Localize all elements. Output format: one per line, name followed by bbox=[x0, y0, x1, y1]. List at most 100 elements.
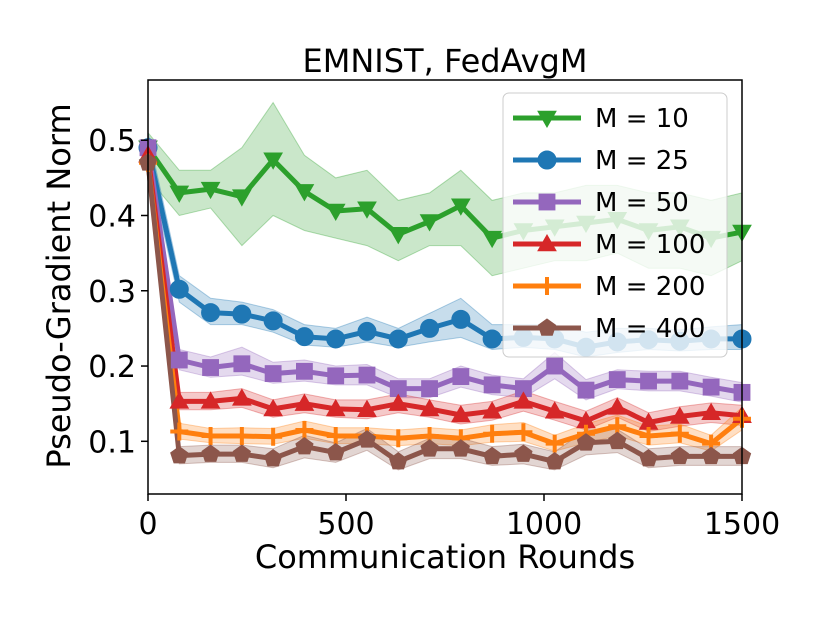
point-m-200 bbox=[545, 434, 564, 453]
point-m-50 bbox=[358, 366, 376, 384]
y-axis-ticks: 0.1 0.2 0.3 0.4 0.5 bbox=[88, 124, 148, 460]
point-m-100 bbox=[513, 391, 534, 409]
point-m-200 bbox=[232, 427, 251, 446]
point-m-400 bbox=[389, 451, 408, 470]
x-tick-label: 500 bbox=[317, 507, 374, 542]
point-m-100 bbox=[669, 406, 690, 424]
legend-label-m-25: M = 25 bbox=[595, 146, 689, 176]
point-m-25 bbox=[232, 304, 252, 324]
legend: M = 10 M = 25 M = 50 M = 100 M = 200 M = 400 bbox=[502, 92, 728, 358]
point-m-100 bbox=[294, 393, 315, 411]
point-m-100 bbox=[450, 404, 471, 423]
point-m-400 bbox=[326, 442, 345, 461]
point-m-100 bbox=[325, 398, 346, 417]
legend-marker-m-50 bbox=[538, 193, 556, 211]
point-m-50 bbox=[327, 367, 345, 385]
point-m-400 bbox=[232, 444, 251, 462]
point-m-50 bbox=[421, 380, 438, 398]
point-m-50 bbox=[546, 357, 564, 375]
point-m-400 bbox=[420, 439, 439, 457]
point-m-10 bbox=[357, 201, 377, 219]
legend-marker-m-100 bbox=[537, 233, 557, 252]
x-tick-label: 1500 bbox=[704, 507, 780, 542]
legend-marker-m-25 bbox=[537, 150, 557, 170]
point-m-10 bbox=[419, 214, 440, 232]
point-m-10 bbox=[482, 230, 502, 249]
legend-marker-m-200 bbox=[538, 277, 556, 295]
point-m-50 bbox=[671, 372, 689, 390]
point-m-400 bbox=[201, 444, 220, 462]
point-m-400 bbox=[295, 436, 314, 455]
point-m-50 bbox=[233, 355, 251, 373]
legend-marker-m-10 bbox=[537, 110, 557, 129]
point-m-100 bbox=[607, 397, 628, 415]
point-m-25 bbox=[201, 303, 221, 323]
point-m-50 bbox=[296, 362, 313, 380]
point-m-100 bbox=[701, 402, 721, 420]
point-m-10 bbox=[294, 184, 315, 202]
point-m-10 bbox=[263, 152, 283, 170]
point-m-400 bbox=[357, 430, 377, 448]
point-m-200 bbox=[295, 421, 314, 440]
point-m-200 bbox=[170, 422, 189, 441]
legend-label-m-50: M = 50 bbox=[595, 188, 689, 218]
point-m-100 bbox=[544, 401, 565, 419]
y-axis-label: Pseudo-Gradient Norm bbox=[40, 103, 78, 468]
point-m-10 bbox=[450, 198, 471, 216]
legend-label-m-400: M = 400 bbox=[595, 314, 705, 344]
point-m-10 bbox=[325, 203, 346, 221]
x-tick-label: 1000 bbox=[506, 507, 582, 542]
point-m-400 bbox=[576, 433, 596, 451]
point-m-50 bbox=[577, 381, 595, 399]
y-tick-label: 0.4 bbox=[88, 199, 136, 234]
point-m-10 bbox=[169, 185, 190, 203]
point-m-400 bbox=[702, 446, 721, 465]
point-m-400 bbox=[264, 448, 283, 467]
point-m-25 bbox=[263, 311, 283, 331]
point-m-10 bbox=[388, 227, 409, 245]
point-m-400 bbox=[451, 439, 470, 457]
point-m-10 bbox=[231, 189, 252, 207]
point-m-50 bbox=[608, 371, 626, 389]
x-tick-label: 0 bbox=[138, 507, 157, 542]
point-m-400 bbox=[670, 446, 689, 465]
point-m-50 bbox=[702, 378, 720, 396]
point-m-200 bbox=[326, 427, 345, 446]
point-m-200 bbox=[201, 427, 220, 446]
point-m-100 bbox=[231, 388, 252, 406]
legend-marker-m-400 bbox=[537, 318, 557, 336]
point-m-400 bbox=[545, 451, 564, 470]
point-m-200 bbox=[639, 427, 658, 446]
point-m-50 bbox=[483, 376, 501, 394]
point-m-100 bbox=[388, 393, 409, 411]
point-m-200 bbox=[514, 423, 533, 442]
point-m-100 bbox=[263, 398, 283, 417]
legend-label-m-100: M = 100 bbox=[595, 230, 705, 260]
plot-frame bbox=[147, 79, 743, 495]
point-m-25 bbox=[326, 329, 346, 349]
point-m-100 bbox=[200, 391, 221, 409]
point-m-25 bbox=[482, 329, 502, 349]
point-m-25 bbox=[357, 321, 377, 341]
point-m-200 bbox=[670, 424, 689, 443]
y-tick-label: 0.1 bbox=[88, 425, 136, 460]
point-m-10 bbox=[200, 181, 221, 200]
point-m-100 bbox=[169, 391, 190, 409]
chart-title: EMNIST, FedAvgM bbox=[303, 42, 588, 80]
point-m-200 bbox=[389, 429, 408, 448]
legend-label-m-10: M = 10 bbox=[595, 104, 689, 134]
y-tick-label: 0.5 bbox=[88, 124, 136, 159]
point-m-400 bbox=[608, 431, 627, 450]
point-m-25 bbox=[420, 318, 440, 338]
point-m-25 bbox=[451, 309, 471, 329]
point-m-400 bbox=[514, 444, 533, 462]
point-m-200 bbox=[483, 424, 502, 443]
point-m-200 bbox=[264, 427, 283, 446]
point-m-400 bbox=[639, 448, 658, 467]
y-tick-label: 0.2 bbox=[88, 350, 136, 385]
y-tick-label: 0.3 bbox=[88, 275, 136, 310]
point-m-50 bbox=[452, 368, 470, 385]
x-axis-label: Communication Rounds bbox=[255, 538, 635, 576]
point-m-100 bbox=[482, 401, 502, 419]
point-m-100 bbox=[419, 398, 440, 417]
